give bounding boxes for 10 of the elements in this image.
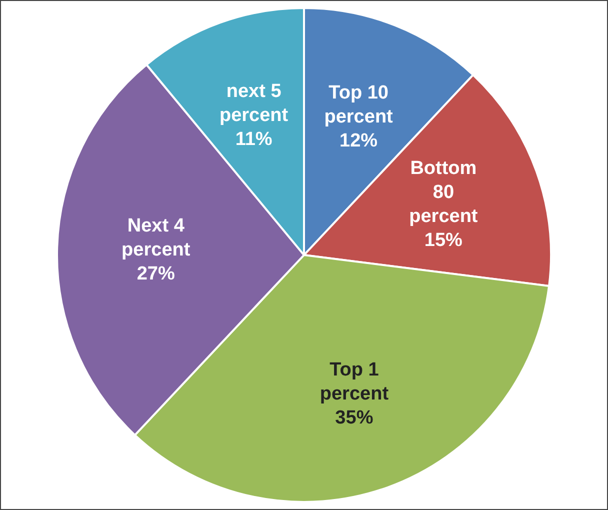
data-label: 12%: [340, 130, 378, 152]
slice-label: next 5 percent: [219, 80, 289, 126]
slice-label: Next 4 percent: [122, 216, 191, 261]
data-label: 27%: [136, 264, 175, 285]
data-label: 11%: [235, 128, 272, 150]
slice-label: Top 1 percent: [320, 360, 390, 405]
data-label: 15%: [424, 230, 463, 252]
data-label: 35%: [335, 408, 374, 429]
slice-label: Bottom 80 percent: [409, 158, 478, 228]
slice-label: Top 10 percent: [324, 82, 394, 128]
